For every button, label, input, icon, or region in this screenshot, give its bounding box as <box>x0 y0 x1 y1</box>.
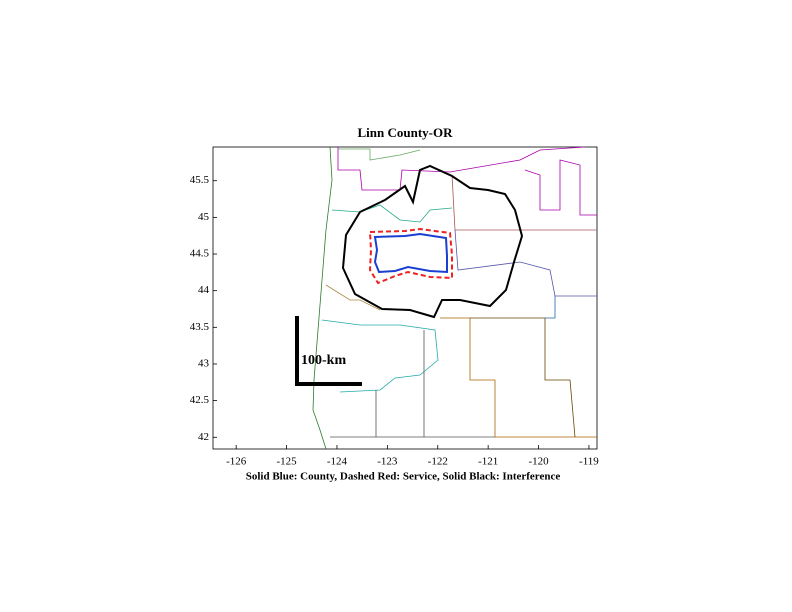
y-tick-label: 45.5 <box>190 174 210 186</box>
county-line <box>454 229 597 297</box>
y-tick-label: 43 <box>198 358 210 370</box>
chart-title: Linn County-OR <box>358 125 454 140</box>
county-line <box>330 330 495 438</box>
x-tick-label: -125 <box>276 456 297 468</box>
scale-label: 100-km <box>301 353 346 368</box>
scale-bar <box>295 316 362 386</box>
county-line <box>470 317 576 438</box>
y-tick-label: 44.5 <box>190 248 210 260</box>
y-tick-label: 44 <box>198 284 210 296</box>
service-contour <box>368 227 453 285</box>
county-line <box>545 296 556 319</box>
y-tick-label: 45 <box>198 211 210 223</box>
x-tick-label: -119 <box>579 456 599 468</box>
coastline <box>312 146 333 450</box>
plot-frame <box>212 146 598 450</box>
county-line <box>524 159 597 216</box>
x-tick-label: -126 <box>226 456 247 468</box>
x-tick-label: -121 <box>478 456 498 468</box>
county-lines <box>312 146 597 450</box>
y-tick-label: 43.5 <box>190 321 210 333</box>
y-tick-label: 42 <box>198 431 209 443</box>
county-line <box>321 319 439 393</box>
y-tick-label: 42.5 <box>190 394 210 406</box>
county-line <box>338 148 421 161</box>
x-tick-label: -124 <box>327 456 348 468</box>
county-boundary <box>373 232 448 274</box>
x-tick-label: -123 <box>377 456 398 468</box>
county-line <box>337 146 586 191</box>
x-tick-label: -122 <box>428 456 448 468</box>
x-axis-label: Solid Blue: County, Dashed Red: Service,… <box>246 471 561 483</box>
county-line <box>451 174 597 231</box>
x-tick-label: -120 <box>528 456 549 468</box>
county-line <box>440 317 597 438</box>
interference-contour <box>341 164 524 319</box>
county-line <box>325 284 381 311</box>
